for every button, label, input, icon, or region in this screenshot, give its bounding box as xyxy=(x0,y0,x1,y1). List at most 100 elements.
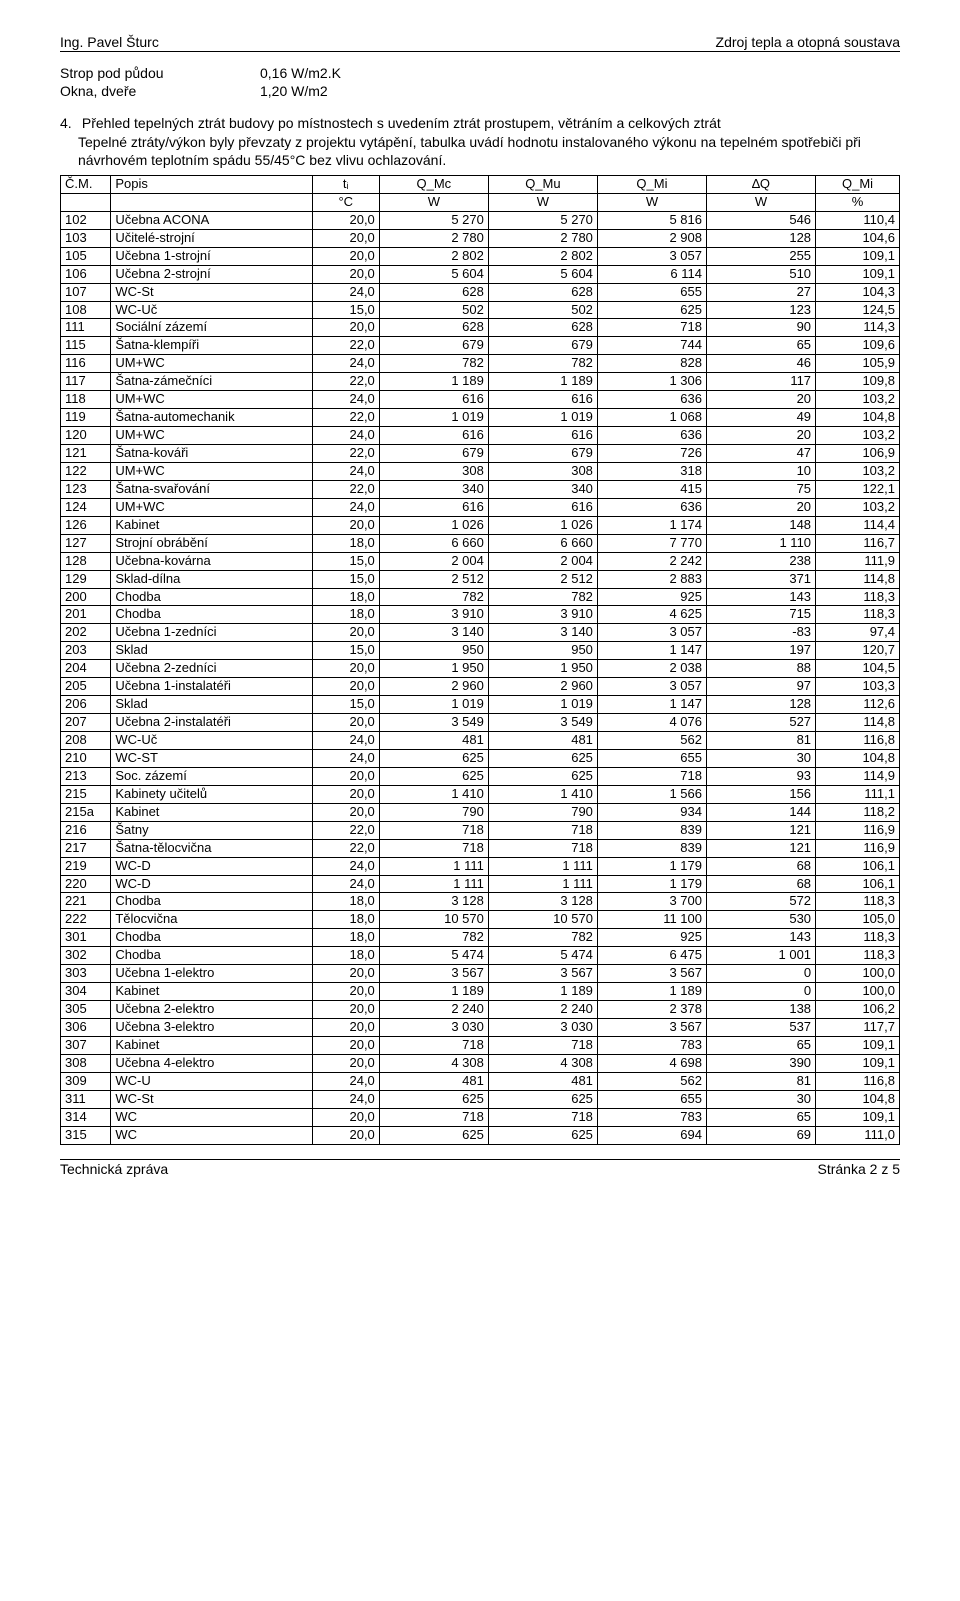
table-cell: 6 475 xyxy=(597,947,706,965)
table-unit-row: °CWWWW% xyxy=(61,193,900,211)
table-cell: 308 xyxy=(61,1054,111,1072)
table-cell: Učebna-kovárna xyxy=(111,552,312,570)
table-cell: 3 549 xyxy=(379,714,488,732)
table-cell: 200 xyxy=(61,588,111,606)
table-cell: 20,0 xyxy=(312,714,379,732)
table-row: 304Kabinet20,01 1891 1891 1890100,0 xyxy=(61,983,900,1001)
table-cell: 10 570 xyxy=(488,911,597,929)
table-cell: 782 xyxy=(379,929,488,947)
table-cell: 390 xyxy=(706,1054,815,1072)
table-cell: 144 xyxy=(706,803,815,821)
table-cell: 718 xyxy=(379,1108,488,1126)
table-cell: 839 xyxy=(597,839,706,857)
table-cell: 782 xyxy=(379,588,488,606)
table-cell: 2 240 xyxy=(379,1001,488,1019)
table-cell: Učebna 2-strojní xyxy=(111,265,312,283)
table-cell: 2 004 xyxy=(379,552,488,570)
table-cell: 1 111 xyxy=(488,857,597,875)
table-cell: 718 xyxy=(379,839,488,857)
table-cell: 217 xyxy=(61,839,111,857)
table-cell: 718 xyxy=(488,1036,597,1054)
table-cell: 783 xyxy=(597,1108,706,1126)
col-header: ∆Q xyxy=(706,175,815,193)
table-cell: UM+WC xyxy=(111,498,312,516)
table-cell: 208 xyxy=(61,732,111,750)
table-cell: 3 140 xyxy=(379,624,488,642)
table-cell: 3 057 xyxy=(597,624,706,642)
table-cell: 24,0 xyxy=(312,875,379,893)
table-cell: 655 xyxy=(597,749,706,767)
table-cell: 215 xyxy=(61,785,111,803)
table-cell: 20,0 xyxy=(312,785,379,803)
table-cell: 106,1 xyxy=(816,875,900,893)
table-cell: 128 xyxy=(706,696,815,714)
table-cell: 111,0 xyxy=(816,1126,900,1144)
table-cell: WC-Uč xyxy=(111,301,312,319)
table-cell: 116,7 xyxy=(816,534,900,552)
table-cell: 128 xyxy=(61,552,111,570)
table-cell: Učitelé-strojní xyxy=(111,229,312,247)
table-cell: 122 xyxy=(61,462,111,480)
table-cell: WC xyxy=(111,1108,312,1126)
table-cell: WC-St xyxy=(111,283,312,301)
table-row: 221Chodba18,03 1283 1283 700572118,3 xyxy=(61,893,900,911)
table-cell: 694 xyxy=(597,1126,706,1144)
table-cell: 502 xyxy=(488,301,597,319)
table-cell: 24,0 xyxy=(312,1090,379,1108)
table-cell: Sklad xyxy=(111,642,312,660)
table-cell: 562 xyxy=(597,732,706,750)
table-cell: 782 xyxy=(488,355,597,373)
table-cell: WC-D xyxy=(111,875,312,893)
table-cell: 5 604 xyxy=(488,265,597,283)
table-cell: 103,2 xyxy=(816,391,900,409)
table-cell: 782 xyxy=(488,588,597,606)
table-cell: 481 xyxy=(488,732,597,750)
table-cell: 311 xyxy=(61,1090,111,1108)
col-header: tᵢ xyxy=(312,175,379,193)
table-cell: 616 xyxy=(379,427,488,445)
table-cell: 100,0 xyxy=(816,965,900,983)
table-cell: 625 xyxy=(488,767,597,785)
table-cell: 106 xyxy=(61,265,111,283)
table-cell: 510 xyxy=(706,265,815,283)
col-header: Q_Mi xyxy=(597,175,706,193)
table-cell: 24,0 xyxy=(312,732,379,750)
table-cell: 18,0 xyxy=(312,929,379,947)
table-cell: 318 xyxy=(597,462,706,480)
table-row: 207Učebna 2-instalatéři20,03 5493 5494 0… xyxy=(61,714,900,732)
heat-loss-table: Č.M.PopistᵢQ_McQ_MuQ_Mi∆QQ_Mi °CWWWW% 10… xyxy=(60,175,900,1145)
table-row: 117Šatna-zámečníci22,01 1891 1891 306117… xyxy=(61,373,900,391)
table-cell: 340 xyxy=(488,480,597,498)
table-cell: 106,2 xyxy=(816,1001,900,1019)
table-cell: 2 780 xyxy=(379,229,488,247)
table-cell: Kabinet xyxy=(111,983,312,1001)
table-cell: 129 xyxy=(61,570,111,588)
table-cell: UM+WC xyxy=(111,427,312,445)
table-cell: 718 xyxy=(488,821,597,839)
table-cell: 20,0 xyxy=(312,983,379,1001)
table-cell: 120 xyxy=(61,427,111,445)
table-cell: 24,0 xyxy=(312,462,379,480)
table-cell: 97 xyxy=(706,678,815,696)
table-cell: 206 xyxy=(61,696,111,714)
table-cell: 782 xyxy=(488,929,597,947)
table-cell: UM+WC xyxy=(111,391,312,409)
table-cell: 20,0 xyxy=(312,1019,379,1037)
col-header: Č.M. xyxy=(61,175,111,193)
table-cell: WC-St xyxy=(111,1090,312,1108)
table-cell: 109,6 xyxy=(816,337,900,355)
table-cell: 718 xyxy=(597,767,706,785)
table-cell: 934 xyxy=(597,803,706,821)
table-row: 202Učebna 1-zedníci20,03 1403 1403 057-8… xyxy=(61,624,900,642)
table-row: 103Učitelé-strojní20,02 7802 7802 908128… xyxy=(61,229,900,247)
table-cell: 213 xyxy=(61,767,111,785)
col-unit xyxy=(61,193,111,211)
table-cell: 481 xyxy=(379,732,488,750)
table-cell: 1 950 xyxy=(488,660,597,678)
table-cell: 625 xyxy=(488,1090,597,1108)
table-cell: 782 xyxy=(379,355,488,373)
table-cell: 93 xyxy=(706,767,815,785)
table-row: 222Tělocvična18,010 57010 57011 10053010… xyxy=(61,911,900,929)
table-row: 213Soc. zázemí20,062562571893114,9 xyxy=(61,767,900,785)
table-cell: Učebna 2-instalatéři xyxy=(111,714,312,732)
